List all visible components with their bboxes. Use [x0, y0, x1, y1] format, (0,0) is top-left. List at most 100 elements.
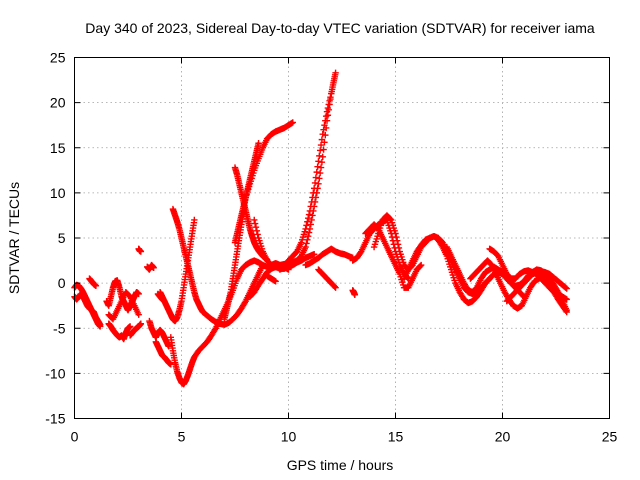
data-point [307, 221, 314, 228]
data-point [563, 308, 570, 316]
data-point [137, 320, 145, 327]
data-point [310, 189, 317, 197]
data-point [316, 175, 323, 182]
data-point [191, 216, 198, 224]
data-point [351, 291, 359, 299]
data-point [563, 296, 570, 303]
data-point [317, 164, 325, 171]
y-tick-label: -5 [53, 320, 66, 336]
x-tick-label: 0 [71, 429, 79, 445]
data-point [315, 158, 322, 165]
y-tick-label: 25 [50, 50, 66, 66]
data-point [311, 179, 319, 187]
data-point [332, 69, 339, 77]
series-arc-10 [146, 317, 172, 350]
data-point [251, 220, 259, 227]
data-point [255, 140, 262, 147]
y-tick-label: 0 [58, 275, 66, 291]
data-point [304, 214, 312, 222]
series-arc-7 [126, 320, 145, 339]
data-point [165, 343, 172, 350]
series-arc-21 [263, 272, 279, 285]
series-arc-5 [105, 288, 142, 323]
y-tick-label: 10 [50, 185, 66, 201]
series-arc-2 [71, 281, 104, 330]
data-point [317, 141, 325, 149]
data-point [309, 194, 316, 201]
data-point [322, 117, 329, 124]
data-point [309, 212, 316, 219]
data-point [316, 169, 324, 177]
data-point [305, 211, 313, 218]
data-point [308, 216, 315, 224]
data-point [308, 198, 315, 206]
series-arc-13 [156, 216, 198, 325]
series-arc-22 [276, 69, 339, 273]
data-point [320, 146, 327, 153]
data-point [150, 264, 157, 271]
data-point [321, 121, 328, 129]
x-tick-label: 20 [495, 429, 511, 445]
data-point [314, 163, 321, 170]
data-point [394, 241, 402, 248]
data-point [302, 243, 309, 251]
data-point [252, 223, 260, 231]
data-point [318, 158, 326, 166]
data-point [307, 203, 314, 210]
data-point [304, 232, 312, 240]
x-tick-label: 10 [281, 429, 297, 445]
data-point [319, 131, 326, 138]
data-point [315, 180, 322, 188]
data-point [254, 231, 261, 238]
data-point [320, 126, 327, 133]
series-arc-16 [221, 119, 296, 323]
data-point [303, 222, 310, 229]
data-point [417, 262, 424, 270]
data-point [96, 323, 104, 330]
data-point [126, 323, 134, 330]
data-point [135, 311, 142, 318]
data-point [303, 240, 310, 247]
data-points-layer [71, 69, 570, 388]
series-arc-8 [135, 245, 145, 255]
series-arc-9 [144, 261, 157, 273]
series-arc-15 [167, 257, 292, 388]
data-point [326, 97, 333, 105]
data-point [562, 307, 570, 314]
data-point [332, 284, 339, 291]
data-point [486, 275, 493, 282]
data-point [310, 185, 318, 192]
ticks-layer [74, 57, 610, 419]
series-arc-24 [315, 266, 339, 291]
data-point [251, 216, 258, 224]
grid-layer [74, 57, 610, 419]
data-point [312, 174, 320, 181]
x-tick-label: 15 [388, 429, 404, 445]
series-arc-33 [503, 269, 570, 305]
series-arc-23 [302, 245, 356, 269]
series-arc-6 [105, 320, 134, 343]
x-tick-label: 5 [178, 429, 186, 445]
chart-title: Day 340 of 2023, Sidereal Day-to-day VTE… [85, 20, 595, 36]
y-axis-label: SDTVAR / TECUs [6, 182, 22, 294]
data-point [305, 229, 313, 236]
data-point [331, 283, 338, 290]
y-tick-label: -10 [45, 365, 65, 381]
data-point [562, 284, 570, 292]
y-tick-label: 20 [50, 95, 66, 111]
data-point [310, 251, 318, 258]
data-point [289, 119, 296, 126]
data-point [319, 153, 326, 160]
data-point [92, 282, 100, 290]
series-arc-11 [152, 338, 174, 368]
data-point [394, 237, 401, 244]
data-point [327, 94, 334, 101]
data-point [323, 108, 331, 115]
data-point [302, 225, 309, 233]
data-point [253, 227, 261, 234]
data-point [304, 218, 311, 225]
data-point [392, 230, 399, 237]
data-point [137, 248, 145, 255]
x-tick-label: 25 [602, 429, 618, 445]
data-point [306, 207, 314, 215]
